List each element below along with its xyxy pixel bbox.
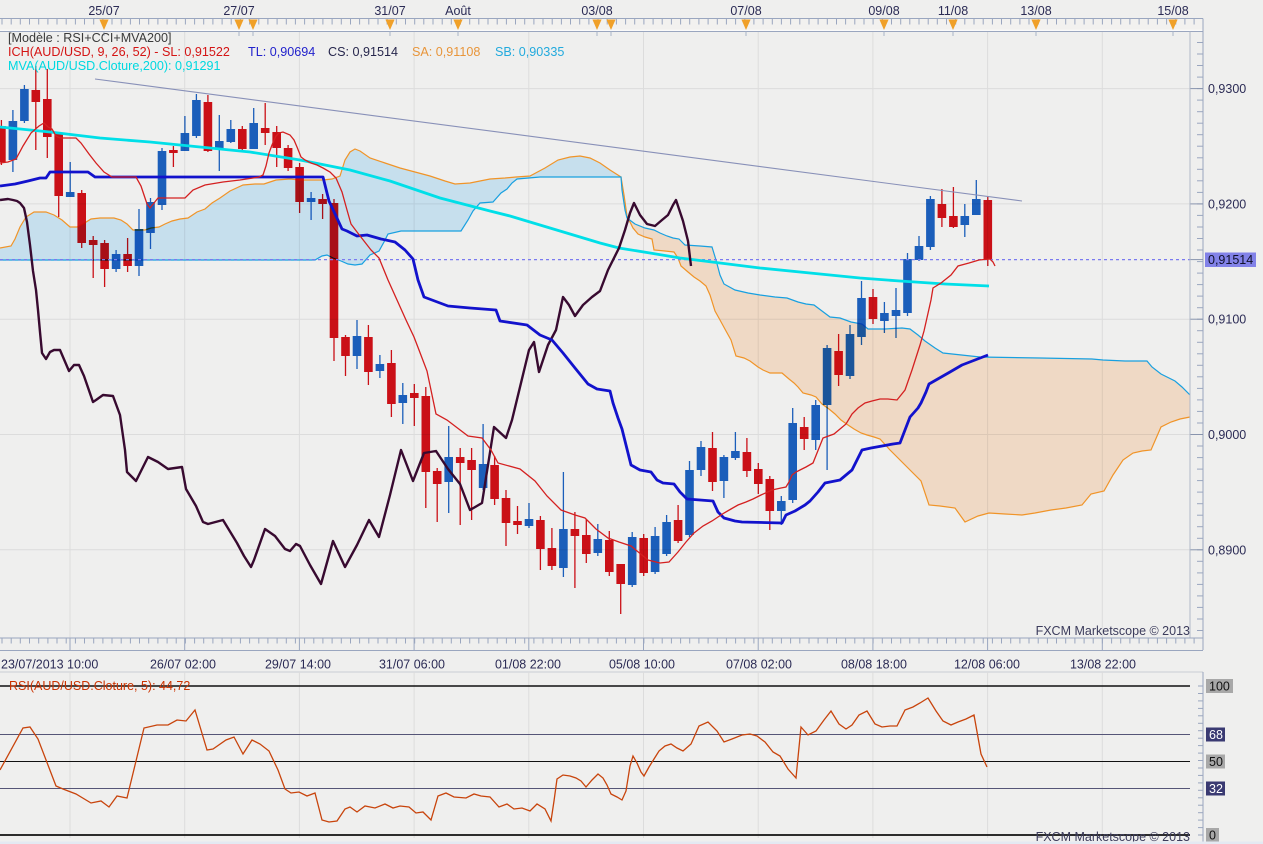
svg-text:05/08 10:00: 05/08 10:00 (609, 658, 675, 672)
svg-text:0,9100: 0,9100 (1208, 313, 1246, 327)
svg-text:27/07: 27/07 (223, 4, 254, 18)
svg-text:29/07 14:00: 29/07 14:00 (265, 658, 331, 672)
svg-text:31/07: 31/07 (374, 4, 405, 18)
svg-text:13/08 22:00: 13/08 22:00 (1070, 658, 1136, 672)
svg-text:12/08 06:00: 12/08 06:00 (954, 658, 1020, 672)
svg-text:RSI(AUD/USD.Cloture, 5): 44,72: RSI(AUD/USD.Cloture, 5): 44,72 (9, 679, 190, 693)
svg-text:TL: 0,90694: TL: 0,90694 (248, 45, 315, 59)
svg-text:25/07: 25/07 (88, 4, 119, 18)
svg-text:32: 32 (1209, 782, 1223, 796)
svg-text:09/08: 09/08 (868, 4, 899, 18)
svg-text:0,9200: 0,9200 (1208, 197, 1246, 211)
svg-text:50: 50 (1209, 755, 1223, 769)
svg-text:100: 100 (1209, 680, 1230, 694)
svg-text:31/07 06:00: 31/07 06:00 (379, 658, 445, 672)
svg-text:CS: 0,91514: CS: 0,91514 (328, 45, 398, 59)
svg-text:01/08 22:00: 01/08 22:00 (495, 658, 561, 672)
svg-text:Août: Août (445, 4, 471, 18)
svg-text:13/08: 13/08 (1020, 4, 1051, 18)
svg-text:07/08: 07/08 (730, 4, 761, 18)
svg-text:FXCM Marketscope © 2013: FXCM Marketscope © 2013 (1036, 624, 1190, 638)
svg-text:0,9000: 0,9000 (1208, 428, 1246, 442)
svg-text:08/08 18:00: 08/08 18:00 (841, 658, 907, 672)
svg-text:[Modèle : RSI+CCI+MVA200]: [Modèle : RSI+CCI+MVA200] (8, 31, 172, 45)
svg-text:FXCM Marketscope © 2013: FXCM Marketscope © 2013 (1036, 830, 1190, 844)
svg-text:03/08: 03/08 (581, 4, 612, 18)
svg-text:ICH(AUD/USD, 9, 26, 52) - SL:: ICH(AUD/USD, 9, 26, 52) - SL: 0,91522 (8, 45, 230, 59)
svg-text:0: 0 (1209, 829, 1216, 843)
svg-text:15/08: 15/08 (1157, 4, 1188, 18)
svg-text:23/07/2013 10:00: 23/07/2013 10:00 (1, 658, 98, 672)
svg-text:11/08: 11/08 (938, 4, 968, 18)
svg-text:26/07 02:00: 26/07 02:00 (150, 658, 216, 672)
svg-text:68: 68 (1209, 728, 1223, 742)
svg-text:SA: 0,91108: SA: 0,91108 (412, 45, 480, 59)
svg-text:0,9300: 0,9300 (1208, 82, 1246, 96)
svg-text:0,91514: 0,91514 (1208, 253, 1253, 267)
svg-text:0,8900: 0,8900 (1208, 543, 1246, 557)
svg-text:MVA(AUD/USD.Cloture,200): 0,91: MVA(AUD/USD.Cloture,200): 0,91291 (8, 59, 221, 73)
svg-text:SB: 0,90335: SB: 0,90335 (495, 45, 564, 59)
svg-text:07/08 02:00: 07/08 02:00 (726, 658, 792, 672)
